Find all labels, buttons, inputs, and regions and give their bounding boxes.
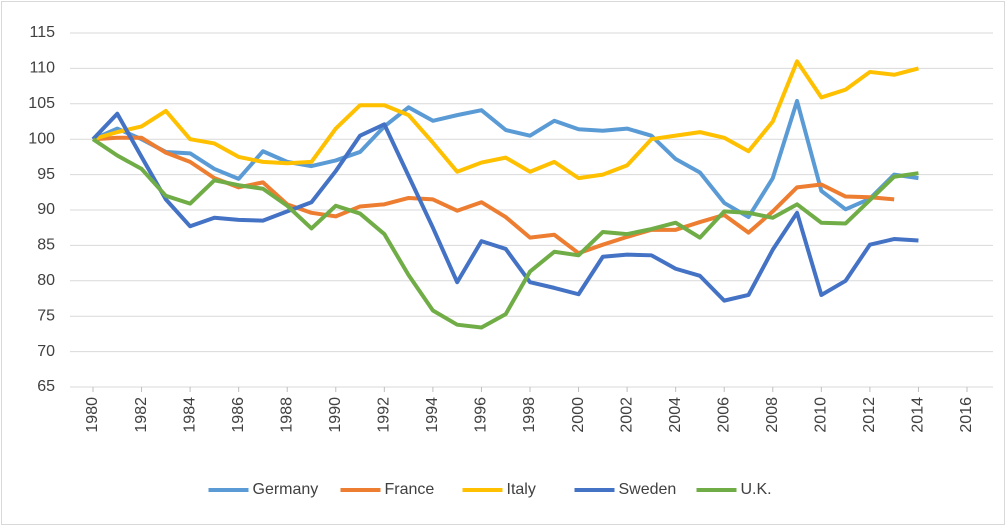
legend-label: U.K. — [741, 481, 772, 498]
series-line — [91, 137, 919, 330]
y-tick-label: 65 — [37, 378, 55, 395]
y-tick-label: 100 — [28, 130, 55, 147]
x-tick-label: 2002 — [618, 397, 635, 433]
x-tick-label: 1996 — [473, 397, 490, 433]
series-line — [91, 111, 919, 303]
y-tick-label: 70 — [37, 343, 55, 360]
series-line — [92, 98, 919, 220]
y-tick-label: 115 — [29, 24, 55, 41]
x-tick-label: 1990 — [327, 397, 344, 433]
y-tick-label: 110 — [29, 60, 55, 77]
x-tick-label: 1998 — [521, 397, 538, 433]
legend-label: Italy — [507, 481, 536, 498]
x-tick-label: 2006 — [715, 397, 732, 433]
x-tick-label: 1984 — [181, 397, 198, 433]
x-tick-label: 1992 — [376, 397, 393, 433]
x-tick-label: 2004 — [667, 397, 684, 433]
x-tick-label: 2016 — [958, 397, 975, 433]
x-tick-label: 2014 — [910, 397, 927, 433]
y-tick-label: 85 — [37, 237, 55, 254]
y-tick-label: 80 — [37, 272, 55, 289]
y-tick-label: 105 — [28, 95, 55, 112]
series-line — [92, 59, 919, 181]
x-tick-label: 2012 — [861, 397, 878, 433]
y-tick-label: 90 — [37, 201, 55, 218]
x-tick-label: 2010 — [813, 397, 830, 433]
legend-label: France — [385, 481, 435, 498]
x-tick-label: 1982 — [133, 397, 150, 433]
x-tick-label: 1986 — [230, 397, 247, 433]
y-tick-label: 75 — [37, 307, 55, 324]
x-tick-label: 2000 — [570, 397, 587, 433]
legend-label: Germany — [253, 481, 319, 498]
x-tick-label: 2008 — [764, 397, 781, 433]
y-tick-label: 95 — [37, 166, 55, 183]
x-tick-label: 1988 — [278, 397, 295, 433]
legend-label: Sweden — [619, 481, 677, 498]
x-tick-label: 1980 — [84, 397, 101, 433]
x-tick-label: 1994 — [424, 397, 441, 433]
